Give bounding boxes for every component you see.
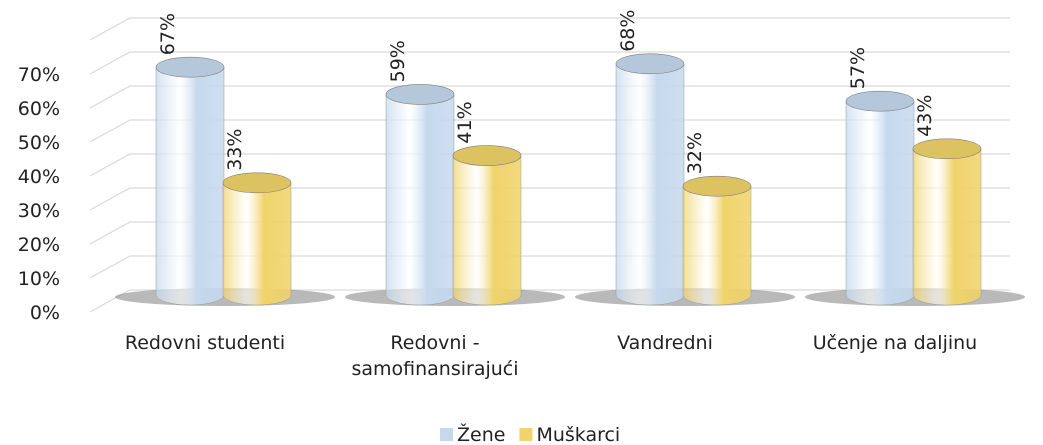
value-label: 41%: [454, 101, 476, 143]
cylinder-top: [385, 84, 455, 105]
cylinder-top: [682, 175, 752, 197]
y-tick-label: 20%: [18, 234, 60, 256]
y-tick-label: 60%: [18, 98, 60, 120]
cylinder-top: [452, 145, 522, 166]
y-tick-label: 50%: [18, 132, 60, 154]
cylinder: [682, 185, 752, 306]
value-label: 68%: [617, 10, 639, 52]
grid-line: [89, 51, 1010, 75]
grid-line-top: [89, 17, 1010, 41]
cylinder: [155, 66, 225, 306]
cylinder-top: [615, 53, 685, 75]
x-tick-label: Redovni - samofinansirajući: [351, 332, 519, 380]
cylinder-top: [845, 90, 915, 112]
y-tick-label: 70%: [18, 64, 60, 86]
cylinder: [385, 94, 455, 306]
cylinder: [845, 100, 915, 306]
grid-line: [89, 85, 1010, 109]
cylinder: [222, 182, 292, 306]
cylinder: [912, 148, 982, 306]
value-label: 43%: [914, 95, 936, 137]
x-tick-label: Učenje na daljinu: [812, 332, 978, 354]
cylinder-top: [155, 56, 225, 78]
y-tick-label: 40%: [18, 166, 60, 188]
grid-line: [89, 153, 1010, 177]
value-label: 67%: [157, 13, 179, 55]
value-label: 59%: [387, 40, 409, 82]
cylinder-top: [912, 138, 982, 160]
cylinder: [615, 63, 685, 306]
legend-label: Žene: [457, 423, 505, 445]
legend-swatch: [519, 428, 533, 441]
legend: Žene Muškarci: [440, 423, 620, 445]
cylinder: [452, 155, 522, 306]
x-tick-label: Vandredni: [617, 332, 713, 354]
cylinder-top: [222, 172, 292, 194]
y-tick-label: 0%: [30, 302, 60, 324]
y-tick-label: 10%: [18, 268, 60, 290]
legend-swatch: [440, 428, 453, 441]
y-tick-label: 30%: [18, 200, 60, 222]
value-label: 57%: [847, 47, 869, 89]
x-tick-label: Redovni studenti: [124, 332, 286, 354]
grid-line: [89, 119, 1010, 143]
value-label: 32%: [684, 132, 706, 174]
value-label: 33%: [224, 129, 246, 171]
legend-label: Muškarci: [536, 424, 620, 445]
